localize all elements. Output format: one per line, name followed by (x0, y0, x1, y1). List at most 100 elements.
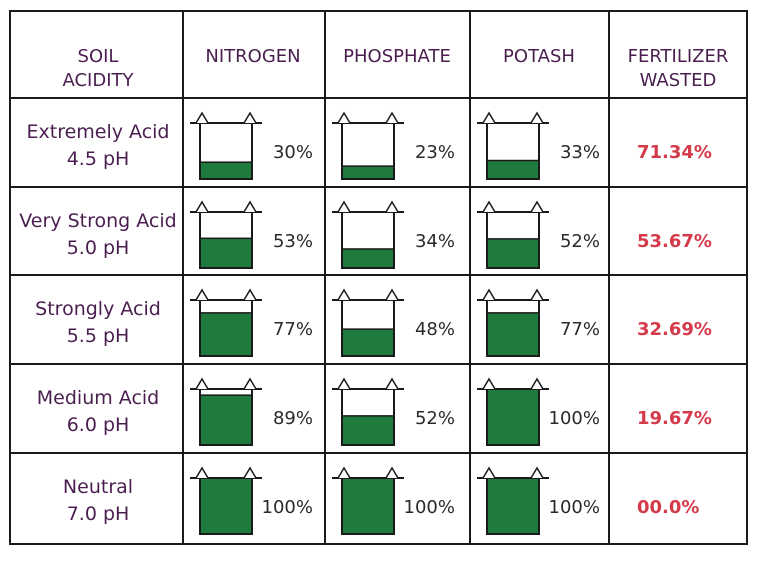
beaker-arrow-right (385, 377, 399, 390)
beaker-arrow-left (195, 111, 209, 124)
table-grid (9, 10, 748, 545)
fill-bar-phosphate (341, 415, 395, 446)
fertilizer-wasted-value: 19.67% (637, 408, 712, 429)
beaker-arrow-left (337, 466, 351, 479)
fill-bar-potash (486, 159, 540, 180)
beaker-outline (199, 389, 253, 446)
value-label-potash: 77% (560, 319, 600, 340)
fill-bar-potash (486, 388, 540, 446)
beaker-arrow-right (530, 466, 544, 479)
value-label-phosphate: 23% (415, 142, 455, 163)
value-label-phosphate: 100% (404, 497, 455, 518)
row-ph: 4.5 pH (67, 148, 130, 170)
beaker-outline (341, 212, 395, 269)
value-label-phosphate: 34% (415, 231, 455, 252)
header-soil-acidity-line2: ACIDITY (62, 70, 134, 91)
beaker-arrow-left (195, 466, 209, 479)
beaker-outline (486, 478, 540, 535)
fill-bar-phosphate (341, 165, 395, 180)
fill-bar-potash (486, 312, 540, 357)
beaker-arrow-left (482, 200, 496, 213)
row-ph: 6.0 pH (67, 414, 130, 436)
beaker-arrow-right (385, 200, 399, 213)
beaker-arrow-right (530, 200, 544, 213)
row-ph: 5.0 pH (67, 237, 130, 259)
fill-bar-nitrogen (199, 161, 253, 180)
table-body: Extremely Acid 4.5 pH 30% 23% 33% 71.34% Very … (19, 111, 712, 535)
beaker-arrow-left (482, 466, 496, 479)
beaker-outline (341, 389, 395, 446)
value-label-phosphate: 48% (415, 319, 455, 340)
fill-bar-phosphate (341, 248, 395, 269)
row-ph: 5.5 pH (67, 325, 130, 347)
beaker-arrow-left (195, 377, 209, 390)
beaker-outline (199, 478, 253, 535)
beaker-outline (341, 478, 395, 535)
value-label-nitrogen: 89% (273, 408, 313, 429)
beaker-arrow-left (482, 377, 496, 390)
row-label: Extremely Acid (27, 121, 170, 143)
header-soil-acidity-line1: SOIL (78, 46, 119, 67)
header-phosphate: PHOSPHATE (343, 46, 451, 67)
fertilizer-wasted-value: 53.67% (637, 231, 712, 252)
beaker-arrow-right (385, 466, 399, 479)
beaker-arrow-right (530, 377, 544, 390)
beaker-arrow-left (337, 377, 351, 390)
beaker-outline (486, 300, 540, 357)
beaker-arrow-left (337, 200, 351, 213)
beaker-arrow-left (482, 288, 496, 301)
value-label-potash: 33% (560, 142, 600, 163)
value-label-potash: 100% (549, 408, 600, 429)
beaker-arrow-right (243, 200, 257, 213)
value-label-potash: 100% (549, 497, 600, 518)
beaker-outline (486, 123, 540, 180)
value-label-potash: 52% (560, 231, 600, 252)
row-label: Strongly Acid (35, 298, 161, 320)
fertilizer-wasted-value: 32.69% (637, 319, 712, 340)
beaker-arrow-right (385, 111, 399, 124)
beaker-arrow-left (337, 288, 351, 301)
row-label: Very Strong Acid (19, 210, 176, 232)
header-fertilizer-wasted-line2: WASTED (640, 70, 717, 91)
row-label: Medium Acid (37, 387, 159, 409)
header-potash: POTASH (503, 46, 575, 67)
value-label-phosphate: 52% (415, 408, 455, 429)
beaker-arrow-right (243, 377, 257, 390)
fill-bar-nitrogen (199, 312, 253, 357)
beaker-arrow-left (195, 200, 209, 213)
beaker-arrow-right (243, 288, 257, 301)
row-label: Neutral (63, 476, 133, 498)
beaker-arrow-left (337, 111, 351, 124)
value-label-nitrogen: 77% (273, 319, 313, 340)
header-fertilizer-wasted-line1: FERTILIZER (628, 46, 729, 67)
fill-bar-nitrogen (199, 237, 253, 269)
fill-bar-phosphate (341, 328, 395, 357)
header-nitrogen: NITROGEN (205, 46, 300, 67)
beaker-arrow-right (385, 288, 399, 301)
beaker-arrow-right (530, 288, 544, 301)
beaker-arrow-right (530, 111, 544, 124)
beaker-arrow-left (482, 111, 496, 124)
beaker-arrow-right (243, 466, 257, 479)
beaker-arrow-right (243, 111, 257, 124)
fertilizer-wasted-value: 71.34% (637, 142, 712, 163)
beaker-arrow-left (195, 288, 209, 301)
fertilizer-wasted-value: 00.0% (637, 497, 699, 518)
fill-bar-potash (486, 238, 540, 269)
beaker-outline (199, 300, 253, 357)
value-label-nitrogen: 100% (262, 497, 313, 518)
beaker-outline (486, 212, 540, 269)
beaker-outline (486, 389, 540, 446)
beaker-outline (199, 123, 253, 180)
beaker-outline (341, 123, 395, 180)
row-ph: 7.0 pH (67, 503, 130, 525)
fill-bar-nitrogen (199, 394, 253, 446)
beaker-outline (199, 212, 253, 269)
value-label-nitrogen: 53% (273, 231, 313, 252)
beaker-outline (341, 300, 395, 357)
value-label-nitrogen: 30% (273, 142, 313, 163)
fill-bar-phosphate (341, 477, 395, 535)
fill-bar-potash (486, 477, 540, 535)
fill-bar-nitrogen (199, 477, 253, 535)
